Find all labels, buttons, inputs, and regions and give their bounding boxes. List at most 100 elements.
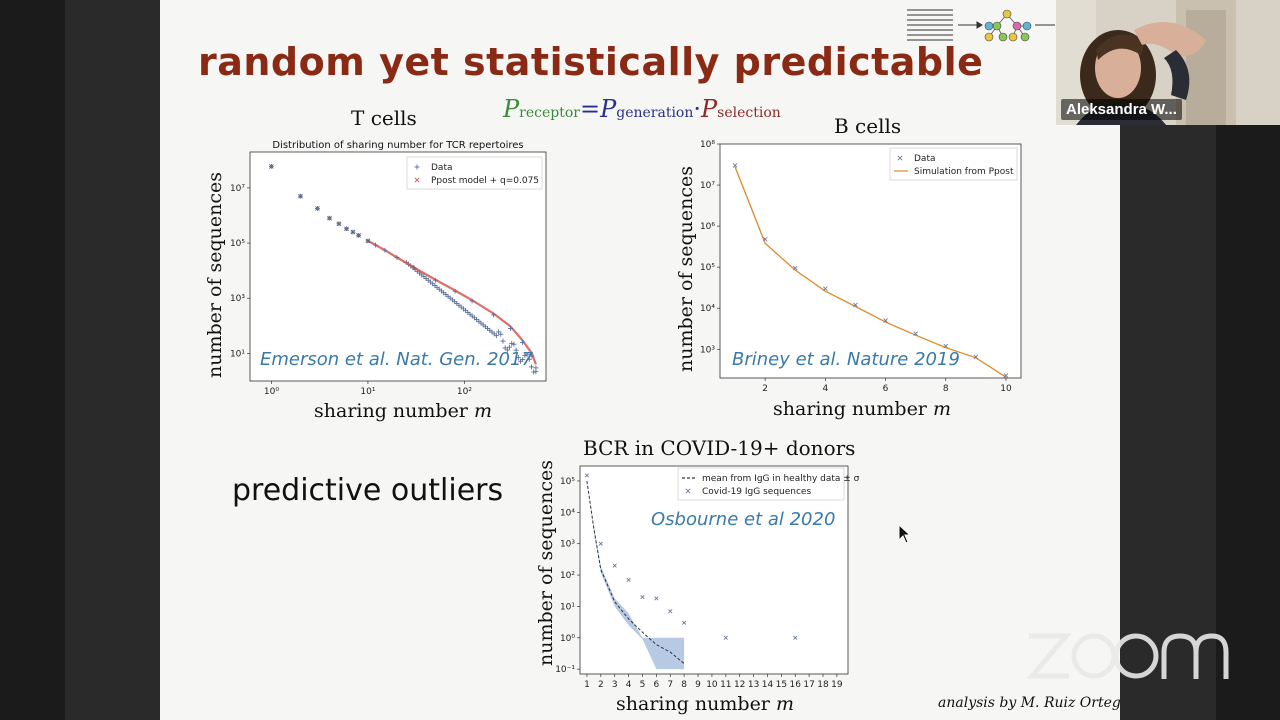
bcell-legend-label: Simulation from Ppost (914, 167, 1014, 177)
bcell-data-point (1003, 373, 1009, 378)
bcell-legend-box (889, 147, 1018, 181)
covid-xtick-label: 2 (598, 680, 604, 690)
covid-data-point (793, 635, 798, 640)
bcell-ytick-label: 10⁴ (700, 304, 715, 314)
tcell-plot: Distribution of sharing number for TCR r… (220, 135, 560, 400)
covid-xtick-label: 15 (776, 680, 787, 690)
bcell-data-point (883, 318, 888, 323)
covid-ytick-label: 10³ (560, 540, 575, 550)
tcell-ytick-label: 10³ (230, 294, 245, 304)
tcell-ytick-label: 10⁷ (230, 184, 245, 194)
bcell-data-point (732, 163, 738, 168)
tcell-data-point (520, 356, 526, 362)
tcell-xlabel-text: sharing number (314, 400, 468, 422)
tcell-data-point (507, 344, 513, 350)
tcell-data-point (432, 277, 438, 283)
formula-sub-generation: generation (616, 105, 694, 121)
bcell-data-point (913, 331, 918, 337)
covid-xtick-label: 5 (640, 680, 646, 690)
tcell-xtick-label: 10⁰ (264, 387, 279, 397)
bcell-data-point (762, 236, 768, 242)
formula-p-generation: P (600, 95, 617, 123)
participant-name-label: Aleksandra W... (1061, 99, 1182, 120)
tcell-data-point (344, 226, 349, 232)
bcell-data-point (792, 265, 798, 271)
covid-heading: BCR in COVID-19+ donors (583, 436, 856, 460)
tcell-data-point (528, 364, 534, 370)
tcell-xlabel-var: m (473, 400, 492, 422)
tcell-data-point (529, 353, 535, 359)
tcell-data-point (373, 242, 378, 248)
covid-ytick-label: 10⁴ (560, 508, 575, 518)
bcell-data-point (853, 302, 858, 308)
bcell-chart-svg: 2 4 6 8 10 10³ 10⁴ 10⁵ 10⁶ 10⁷ 10⁸ Data Simulation f… (700, 140, 1022, 394)
tcell-chart-title: Distribution of sharing number for TCR r… (272, 140, 523, 151)
tcell-data-point (315, 206, 320, 211)
participant-video-tile[interactable]: Aleksandra W... (1056, 0, 1280, 125)
tcell-data-point (515, 355, 521, 361)
bcell-plot: 2 4 6 8 10 10³ 10⁴ 10⁵ 10⁶ 10⁷ 10⁸ Data Simulation f… (690, 138, 1030, 398)
covid-xtick-label: 19 (831, 680, 843, 690)
covid-xtick-label: 12 (734, 680, 745, 690)
covid-ytick-label: 10⁰ (560, 634, 575, 644)
tcell-data-point (509, 341, 515, 347)
covid-sigma-band (586, 479, 685, 670)
bcell-ytick-label: 10⁵ (700, 263, 715, 273)
covid-data-point (654, 596, 659, 601)
covid-citation: Osbourne et al 2020 (651, 509, 836, 530)
tcell-data-point (524, 352, 530, 358)
formula-equals: = (579, 95, 601, 123)
tcell-xlabel: sharing number m (314, 400, 492, 422)
bcell-xtick-label: 2 (762, 384, 768, 394)
tcell-ytick-label: 10¹ (230, 349, 245, 359)
tcell-data-point (382, 247, 388, 253)
covid-legend-marker (685, 488, 691, 494)
formula-sub-receptor: receptor (519, 105, 580, 121)
tcell-data-point (493, 333, 499, 339)
covid-xtick-label: 1 (584, 680, 590, 690)
tcell-data-point (511, 341, 517, 347)
tcell-data-point (508, 326, 513, 331)
covid-data-point (626, 577, 631, 583)
covid-legend-label: mean from IgG in healthy data ± σ (702, 474, 860, 484)
covid-xtick-label: 10 (706, 680, 718, 690)
presentation-slide: random yet statistically predictable (160, 0, 1120, 720)
bcell-xlabel-var: m (932, 398, 951, 420)
covid-data-point (682, 620, 687, 625)
bcell-xtick-label: 4 (822, 384, 828, 394)
covid-ytick-label: 10⁻¹ (555, 665, 575, 675)
mouse-cursor-icon (898, 524, 912, 544)
tcell-data-point (365, 238, 371, 244)
tcell-ytick-label: 10⁵ (230, 239, 245, 249)
tcell-data-point (520, 340, 525, 345)
selection-formula: Preceptor=Pgeneration·Pselection (503, 95, 781, 123)
covid-data-point (584, 473, 590, 478)
tcell-data-point (469, 298, 475, 304)
bcell-ytick-label: 10³ (700, 345, 715, 355)
slide-title: random yet statistically predictable (198, 40, 984, 84)
tcell-citation: Emerson et al. Nat. Gen. 2017 (260, 349, 533, 370)
bcell-citation: Briney et al. Nature 2019 (732, 349, 960, 370)
tcell-data-point (394, 255, 400, 260)
covid-axes-frame (579, 465, 849, 675)
bcell-xtick-label: 10 (1000, 384, 1012, 394)
tcell-heading: T cells (351, 106, 417, 130)
tcell-xtick-label: 10² (457, 387, 472, 397)
covid-xlabel-var: m (775, 693, 794, 715)
bcell-xlabel: sharing number m (773, 398, 951, 420)
covid-xtick-label: 13 (748, 680, 759, 690)
zoom-watermark-logo (1026, 633, 1229, 679)
covid-data-point (640, 594, 645, 600)
tcell-data-point (526, 356, 532, 362)
tcell-data-point (513, 347, 519, 353)
bcell-data-point (943, 343, 949, 349)
bcell-xtick-label: 6 (883, 384, 889, 394)
tcell-legend-label: Ppost model + q=0.075 (431, 176, 539, 186)
predictive-outliers-text: predictive outliers (232, 473, 504, 508)
covid-xtick-label: 16 (790, 680, 802, 690)
bcell-ytick-label: 10⁶ (700, 222, 715, 232)
tcell-data-point (327, 215, 332, 221)
tcell-axes-frame (249, 151, 547, 382)
tcell-data-point (356, 232, 361, 238)
covid-data-point (668, 609, 673, 614)
